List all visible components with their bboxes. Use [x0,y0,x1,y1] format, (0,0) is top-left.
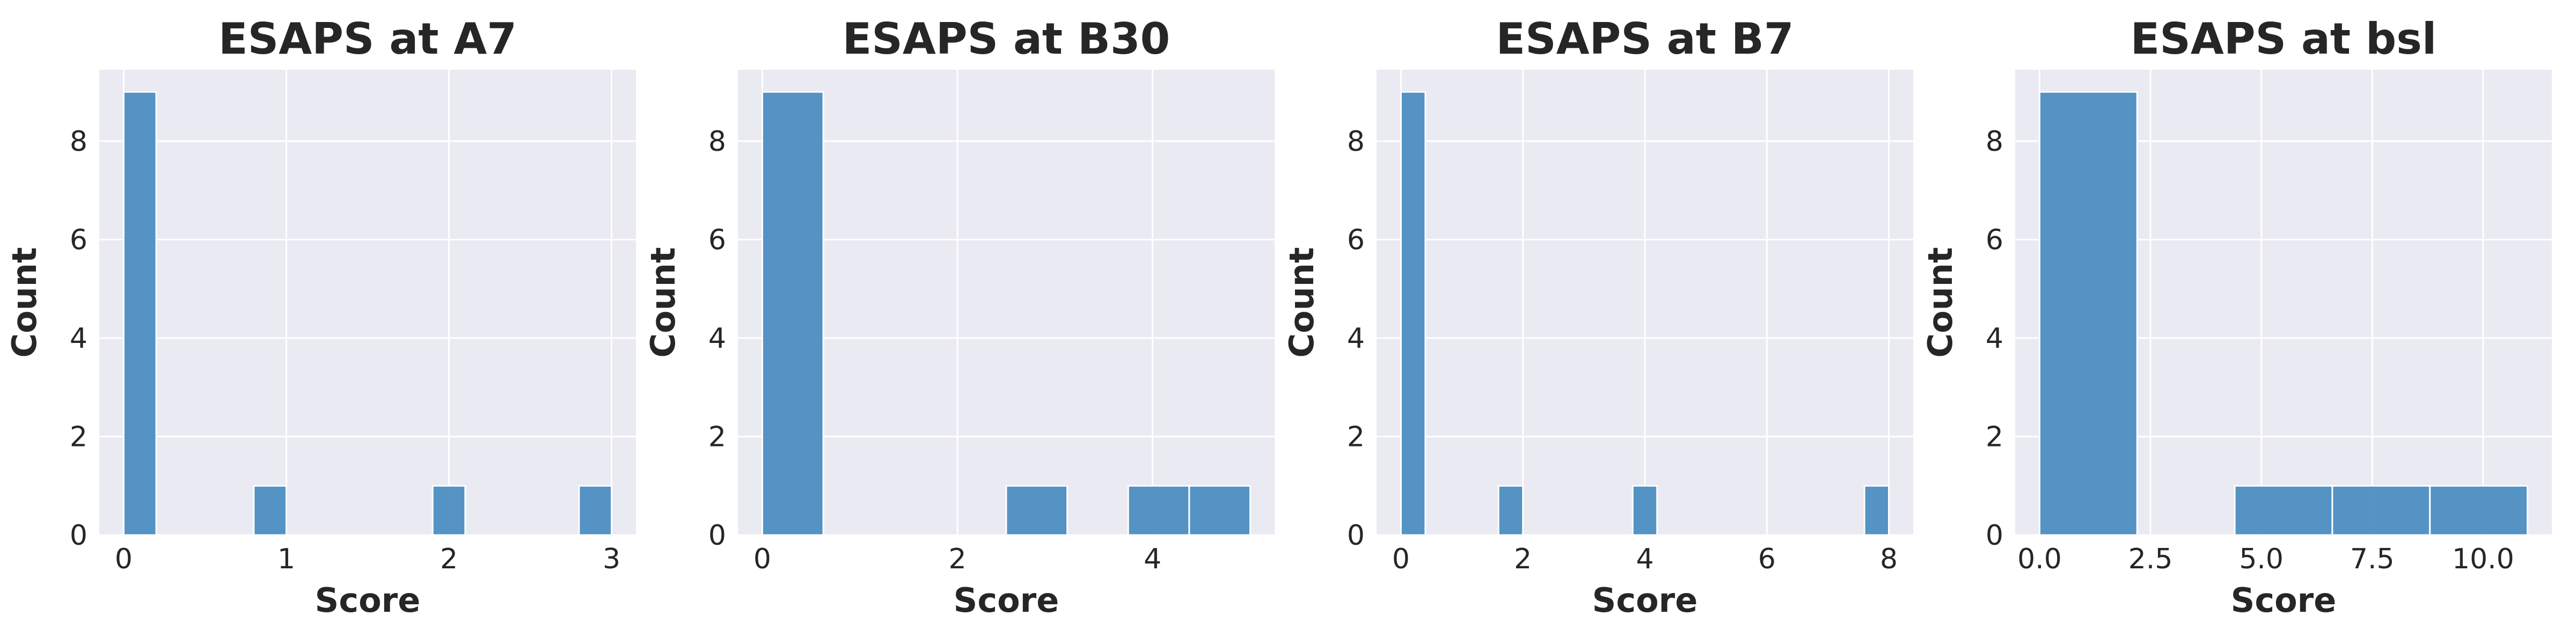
y-tick-label: 8 [70,126,87,158]
x-tick-label: 2 [1514,543,1532,575]
chart-panel-3: 0 2 4 6 8 0 2 4 6 8 ESAPS at B7 Score Count [1282,14,1913,620]
chart-title: ESAPS at A7 [218,14,517,64]
y-tick-label: 4 [70,323,87,355]
plot-area [99,70,636,535]
histogram-bar-1 [761,91,824,536]
chart-title: ESAPS at bsl [2131,14,2437,64]
histogram-bar-1 [2038,91,2138,536]
y-tick-label: 4 [1347,323,1365,355]
y-tick-label: 0 [70,519,87,552]
x-tick-label: 0.0 [2017,543,2062,575]
histogram-bar-4 [1863,485,1890,536]
x-tick-label: 0 [115,543,133,575]
chart-panel-1: 0 1 2 3 0 2 4 6 8 ESAPS at A7 Score Count [5,14,636,620]
y-tick-label: 0 [1986,519,2003,552]
x-axis-label: Score [1592,581,1698,620]
plot-area [738,70,1275,535]
chart-title: ESAPS at B7 [1496,14,1794,64]
histogram-bar-1 [122,91,157,536]
y-tick-label: 4 [708,323,726,355]
y-tick-label: 0 [708,519,726,552]
x-tick-label: 0 [1392,543,1410,575]
y-axis-label: Count [1921,247,1960,357]
y-tick-label: 0 [1347,519,1365,552]
y-tick-label: 8 [1986,126,2003,158]
y-tick-label: 8 [708,126,726,158]
y-tick-label: 6 [1347,224,1365,257]
y-tick-label: 6 [708,224,726,257]
y-tick-label: 6 [1986,224,2003,257]
x-axis-label: Score [315,581,421,620]
histogram-bar-2 [1497,485,1524,536]
histogram-bar-2 [1005,485,1069,536]
histogram-bar-2 [253,485,287,536]
y-tick-label: 2 [70,421,87,453]
x-tick-label: 10.0 [2452,543,2514,575]
x-tick-label: 6 [1758,543,1776,575]
y-axis-label: Count [643,247,683,357]
y-axis-label: Count [1282,247,1321,357]
x-tick-label: 8 [1880,543,1898,575]
histogram-bar-1 [1400,91,1426,536]
histogram-bar-3 [1631,485,1658,536]
chart-panel-2: 0 2 4 0 2 4 6 8 ESAPS at B30 Score Count [643,14,1275,620]
histogram-bar-3 [1127,485,1190,536]
histogram-bar-4 [578,485,613,536]
x-tick-label: 0 [753,543,771,575]
y-tick-label: 8 [1347,126,1365,158]
y-axis-label: Count [5,247,44,357]
chart-panel-4: 0.0 2.5 5.0 7.5 10.0 0 2 4 6 8 ESAPS at bsl Score Co… [1921,14,2552,620]
x-tick-label: 7.5 [2350,543,2395,575]
y-tick-label: 2 [708,421,726,453]
y-tick-label: 2 [1347,421,1365,453]
y-tick-label: 2 [1986,421,2003,453]
x-tick-label: 1 [277,543,295,575]
histogram-bar-3 [2331,485,2431,536]
x-axis-label: Score [954,581,1059,620]
x-tick-label: 2 [949,543,967,575]
x-tick-label: 2 [440,543,458,575]
x-tick-label: 2.5 [2128,543,2173,575]
x-tick-label: 4 [1144,543,1161,575]
histogram-bar-4 [1188,485,1252,536]
histogram-bar-4 [2429,485,2529,536]
y-tick-label: 6 [70,224,87,257]
x-tick-label: 4 [1636,543,1653,575]
histogram-bar-2 [2234,485,2333,536]
x-tick-label: 5.0 [2239,543,2284,575]
x-tick-label: 3 [603,543,620,575]
y-tick-label: 4 [1986,323,2003,355]
chart-title: ESAPS at B30 [843,14,1170,64]
histogram-bar-3 [431,485,466,536]
x-axis-label: Score [2231,581,2337,620]
